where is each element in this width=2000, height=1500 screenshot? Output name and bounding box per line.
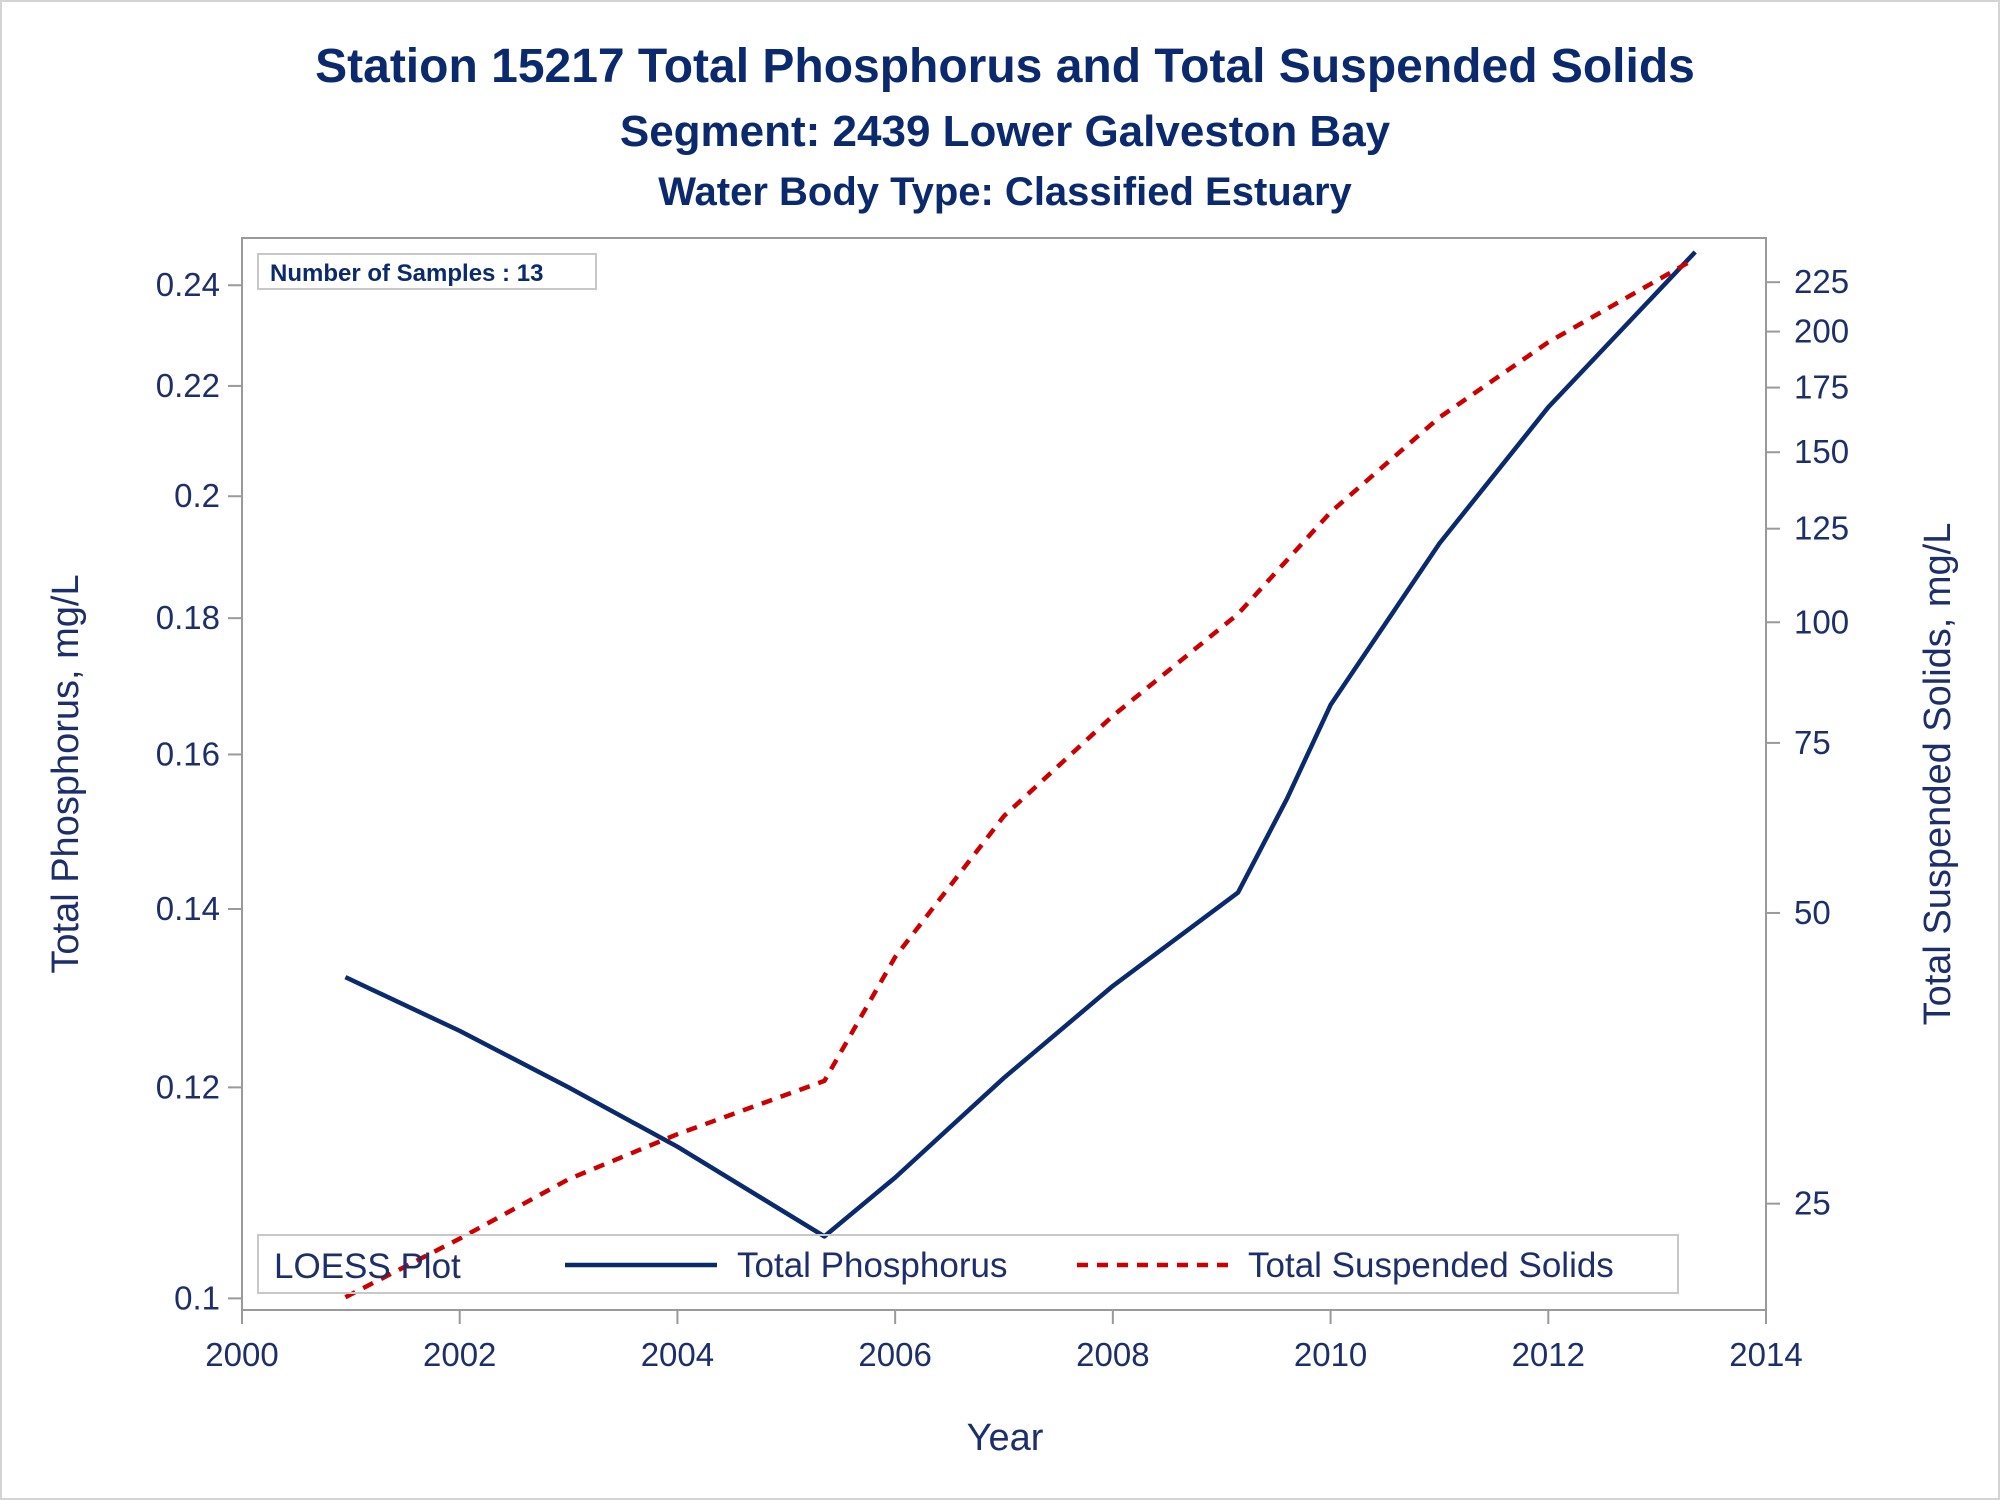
sample-count-box <box>257 253 597 290</box>
y2-tick-label: 50 <box>1794 894 1831 931</box>
legend-label-total-phosphorus: Total Phosphorus <box>737 1246 1007 1285</box>
plot-area <box>241 237 1767 1311</box>
y2-tick-label: 75 <box>1794 724 1831 761</box>
legend-label-total-suspended-solids: Total Suspended Solids <box>1248 1246 1614 1285</box>
y-tick-label: 0.14 <box>156 890 220 927</box>
series-line-total-phosphorus <box>344 250 1697 1239</box>
x-tick-label: 2000 <box>205 1336 278 1373</box>
x-tick-label: 2008 <box>1076 1336 1149 1373</box>
chart-title: Station 15217 Total Phosphorus and Total… <box>315 40 1695 93</box>
y-axis-right: 25 50 75 100 125 150 175 200 225 <box>1766 263 1849 1222</box>
y2-tick-label: 125 <box>1794 510 1849 547</box>
x-tick-label: 2014 <box>1729 1336 1802 1373</box>
legend: LOESS Plot Total Phosphorus Total Suspen… <box>257 1234 1679 1294</box>
legend-box <box>257 1234 1679 1294</box>
y-tick-label: 0.16 <box>156 735 220 772</box>
y-tick-label: 0.2 <box>174 477 220 514</box>
y2-tick-label: 200 <box>1794 313 1849 350</box>
series-layer <box>344 250 1697 1300</box>
y-tick-label: 0.24 <box>156 266 220 303</box>
x-tick-label: 2004 <box>641 1336 714 1373</box>
y2-tick-label: 150 <box>1794 433 1849 470</box>
x-tick-label: 2010 <box>1294 1336 1367 1373</box>
y-axis-left: 0.1 0.12 0.14 0.16 0.18 0.2 0.22 0.24 <box>156 266 242 1316</box>
y2-tick-label: 175 <box>1794 369 1849 406</box>
x-axis: 2000 2002 2004 2006 2008 2010 2012 2014 <box>205 1310 1803 1373</box>
chart-subtitle-waterbody: Water Body Type: Classified Estuary <box>658 170 1352 214</box>
y2-axis-label: Total Suspended Solids, mg/L <box>1917 523 1959 1026</box>
chart-subtitle-segment: Segment: 2439 Lower Galveston Bay <box>620 107 1391 156</box>
y-tick-label: 0.22 <box>156 367 220 404</box>
x-axis-label: Year <box>967 1417 1044 1459</box>
x-tick-label: 2012 <box>1512 1336 1585 1373</box>
x-tick-label: 2002 <box>423 1336 496 1373</box>
y-axis-label: Total Phosphorus, mg/L <box>45 574 87 973</box>
y-tick-label: 0.18 <box>156 599 220 636</box>
sample-count-inset: Number of Samples : 13 <box>257 253 597 290</box>
x-tick-label: 2006 <box>858 1336 931 1373</box>
y-tick-label: 0.12 <box>156 1068 220 1105</box>
y-tick-label: 0.1 <box>174 1279 220 1316</box>
legend-title: LOESS Plot <box>274 1247 461 1286</box>
y2-tick-label: 100 <box>1794 603 1849 640</box>
y2-tick-label: 25 <box>1794 1185 1831 1222</box>
sample-count-text: Number of Samples : 13 <box>270 260 543 287</box>
series-line-total-suspended-solids <box>344 256 1697 1300</box>
y2-tick-label: 225 <box>1794 263 1849 300</box>
